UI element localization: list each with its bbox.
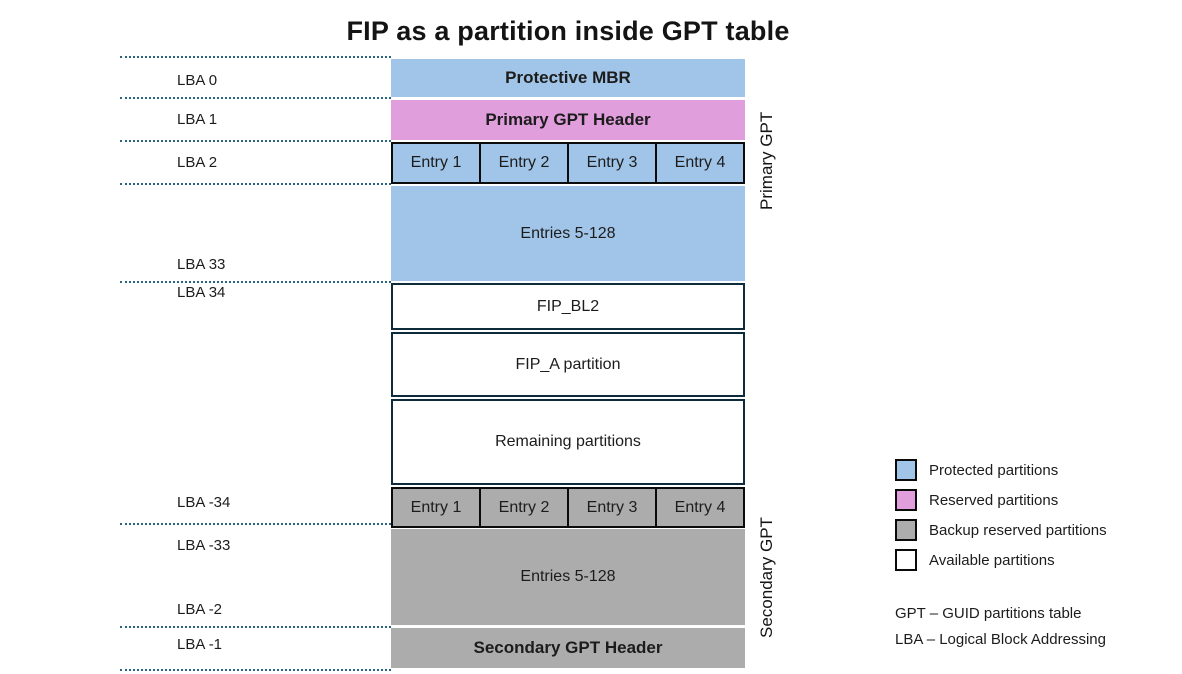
legend-label: Reserved partitions [929, 491, 1059, 509]
secondary-entry-4: Entry 4 [655, 487, 745, 528]
lba-label-neg2: LBA -2 [177, 601, 223, 618]
secondary-entry-1: Entry 1 [391, 487, 481, 528]
secondary-entry-3: Entry 3 [567, 487, 657, 528]
dotted-line [120, 56, 391, 58]
lba-label-1: LBA 1 [177, 111, 218, 128]
secondary-gpt-side-label: Secondary GPT [757, 517, 776, 638]
block-secondary-entries-5-128: Entries 5-128 [391, 529, 745, 625]
reserved-color-swatch [895, 489, 917, 511]
protected-color-swatch [895, 459, 917, 481]
block-protective-mbr: Protective MBR [391, 59, 745, 97]
legend-item-available: Available partitions [895, 549, 1107, 571]
block-fip-a-partition: FIP_A partition [391, 332, 745, 397]
dotted-line [120, 523, 391, 525]
dotted-line [120, 97, 391, 99]
legend-item-reserved: Reserved partitions [895, 489, 1107, 511]
dotted-line [120, 183, 391, 185]
secondary-entry-2: Entry 2 [479, 487, 569, 528]
primary-entry-4: Entry 4 [655, 142, 745, 184]
legend-item-backup: Backup reserved partitions [895, 519, 1107, 541]
dotted-line [120, 669, 391, 671]
legend-label: Available partitions [929, 551, 1055, 569]
legend-item-protected: Protected partitions [895, 459, 1107, 481]
lba-label-0: LBA 0 [177, 72, 218, 89]
backup-color-swatch [895, 519, 917, 541]
legend-label: Protected partitions [929, 461, 1059, 479]
lba-label-neg1: LBA -1 [177, 636, 223, 653]
dotted-line [120, 140, 391, 142]
block-primary-entries-5-128: Entries 5-128 [391, 186, 745, 281]
dotted-line [120, 281, 391, 283]
diagram-title: FIP as a partition inside GPT table [346, 16, 790, 46]
primary-entry-3: Entry 3 [567, 142, 657, 184]
legend-label: Backup reserved partitions [929, 521, 1107, 539]
footnote-gpt: GPT – GUID partitions table [895, 605, 1082, 622]
dotted-line [120, 626, 391, 628]
primary-entry-row: Entry 1 Entry 2 Entry 3 Entry 4 [391, 142, 745, 184]
primary-entry-2: Entry 2 [479, 142, 569, 184]
lba-label-neg34: LBA -34 [177, 494, 231, 511]
lba-label-neg33: LBA -33 [177, 537, 231, 554]
lba-label-33: LBA 33 [177, 256, 226, 273]
block-primary-gpt-header: Primary GPT Header [391, 100, 745, 140]
lba-label-34: LBA 34 [177, 284, 226, 301]
block-fip-bl2: FIP_BL2 [391, 283, 745, 330]
footnote-lba: LBA – Logical Block Addressing [895, 631, 1106, 648]
primary-gpt-side-label: Primary GPT [757, 111, 776, 210]
secondary-entry-row: Entry 1 Entry 2 Entry 3 Entry 4 [391, 487, 745, 528]
primary-entry-1: Entry 1 [391, 142, 481, 184]
abbreviation-footnotes: GPT – GUID partitions table LBA – Logica… [895, 601, 1106, 653]
lba-label-2: LBA 2 [177, 154, 218, 171]
available-color-swatch [895, 549, 917, 571]
block-remaining-partitions: Remaining partitions [391, 399, 745, 485]
legend: Protected partitions Reserved partitions… [895, 459, 1107, 579]
block-secondary-gpt-header: Secondary GPT Header [391, 628, 745, 668]
